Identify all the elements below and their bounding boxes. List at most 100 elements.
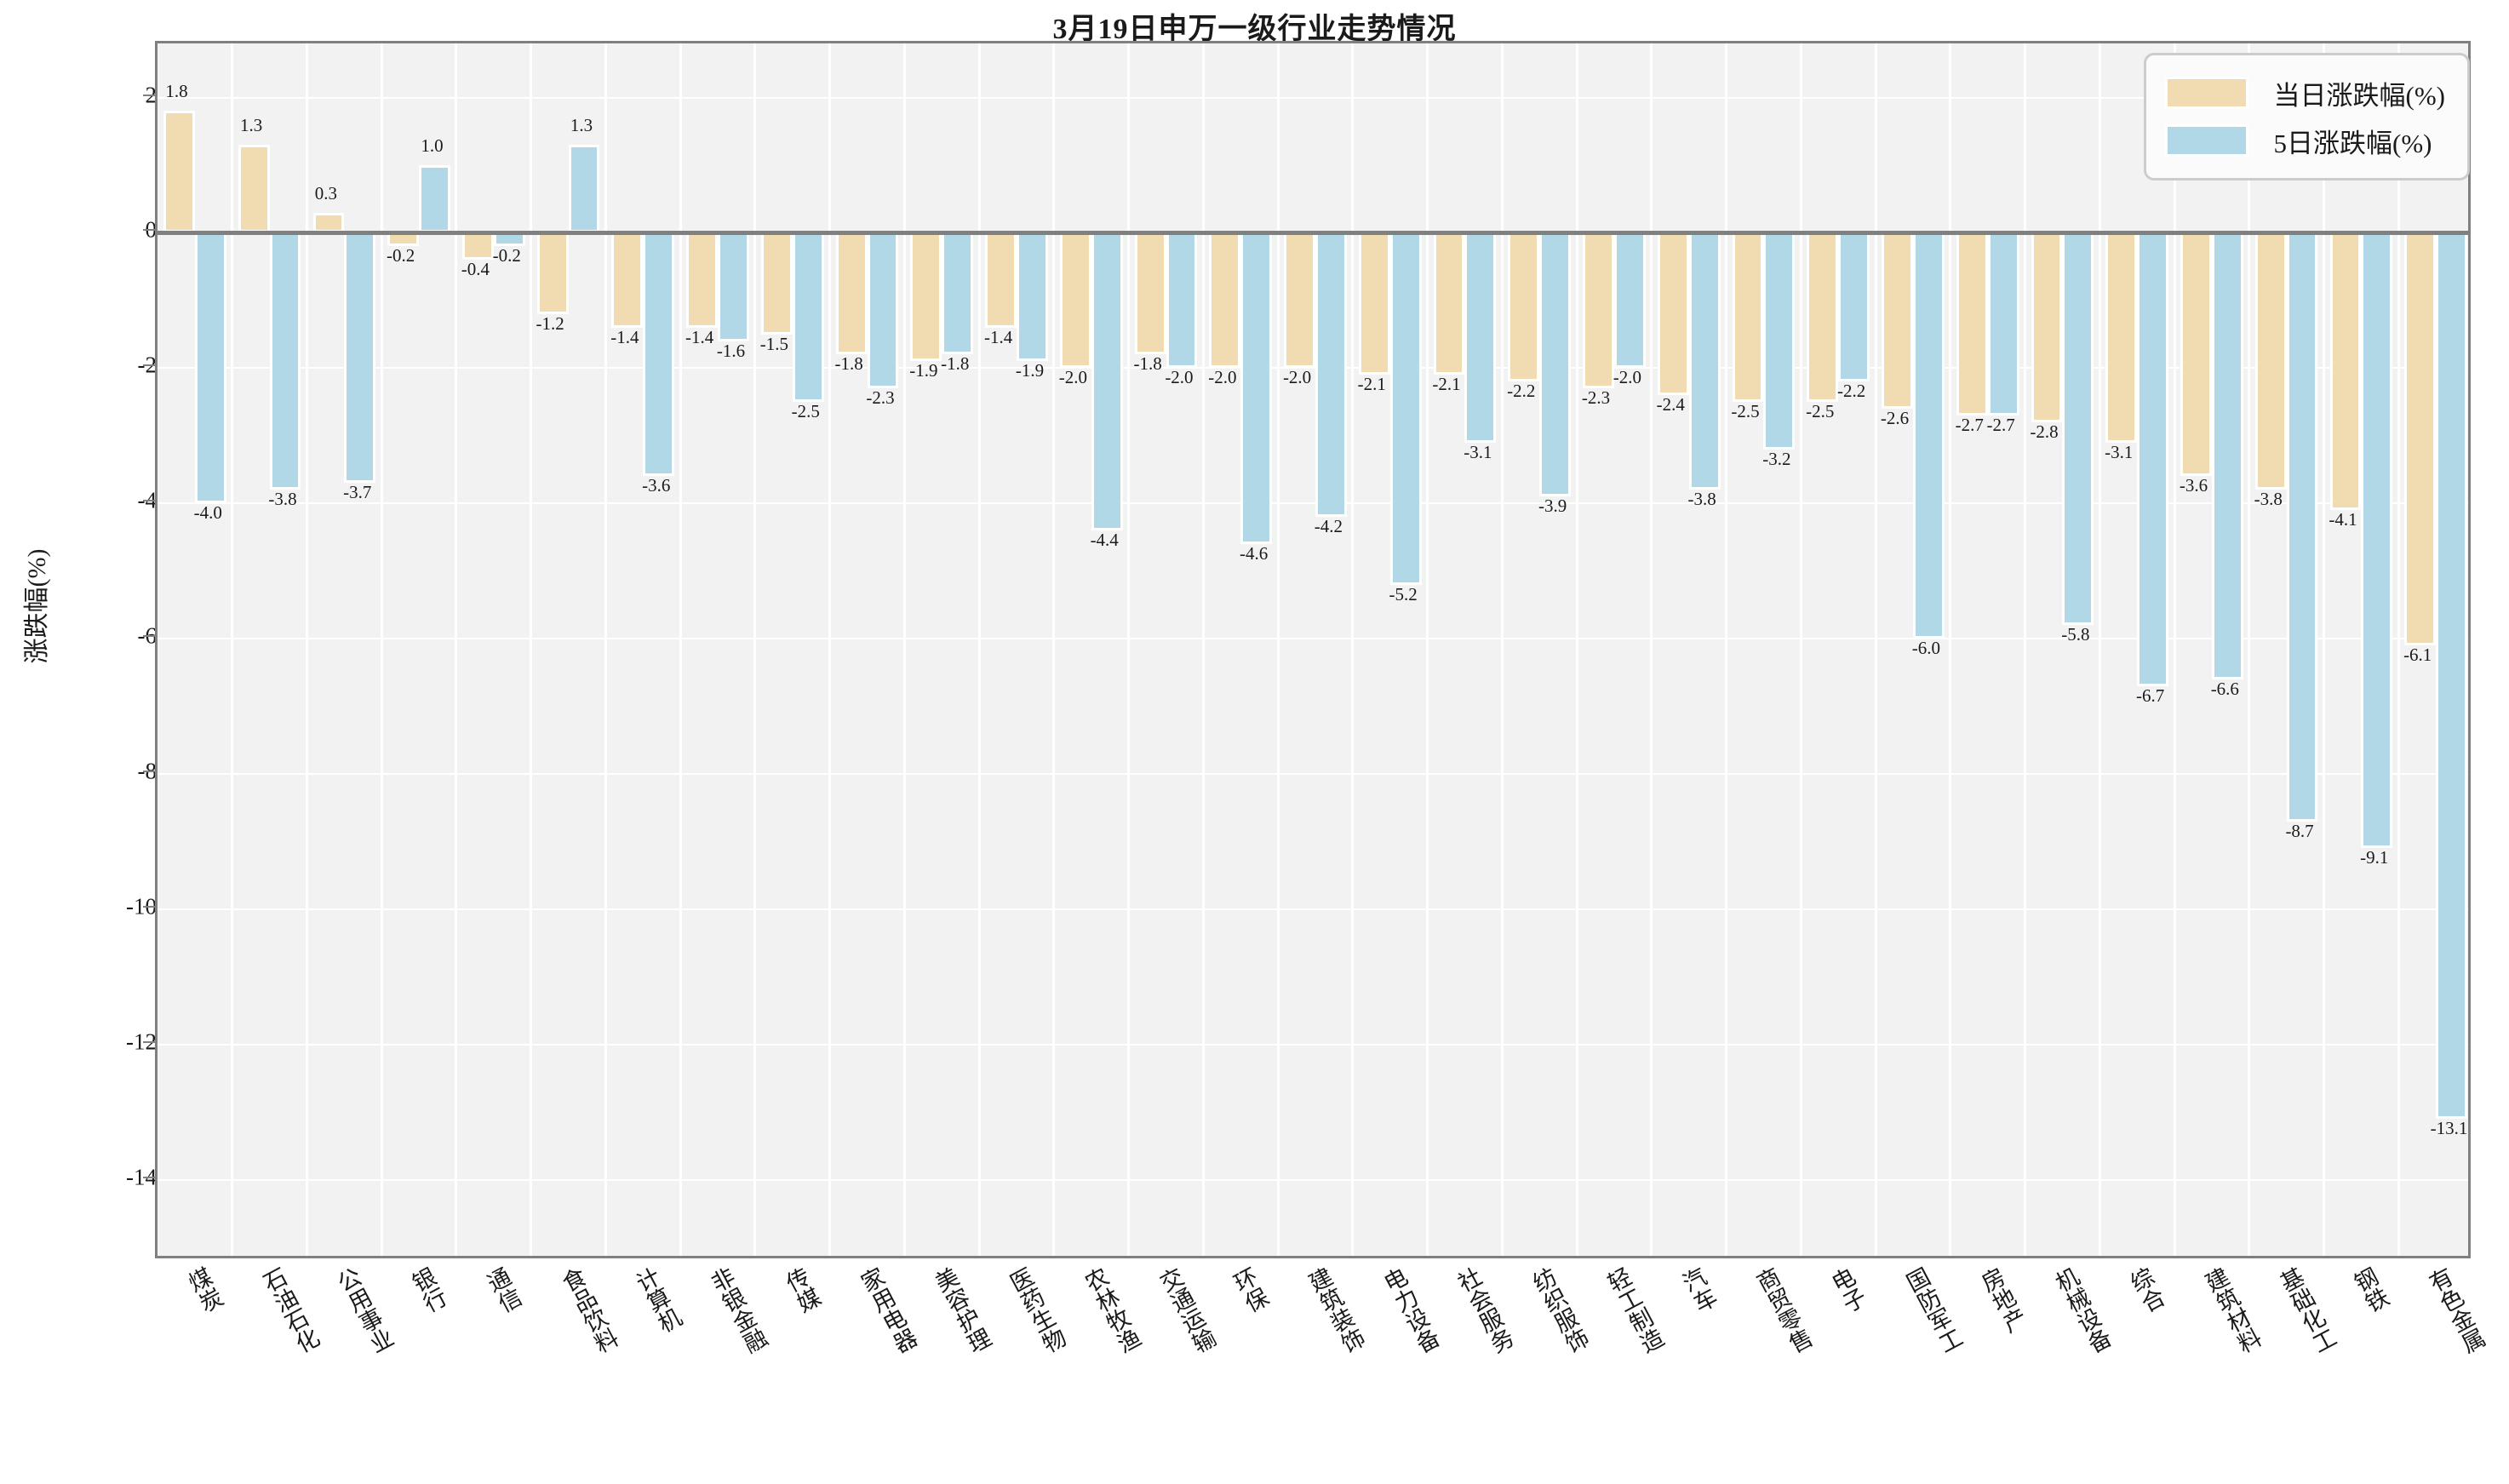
bar-daily[interactable] xyxy=(1882,232,1913,409)
bar-five-day[interactable] xyxy=(643,232,675,477)
bar-five-day[interactable] xyxy=(1688,232,1721,490)
bar-five-day[interactable] xyxy=(2137,232,2168,686)
bar-five-day[interactable] xyxy=(1240,232,1273,544)
bar-five-day[interactable] xyxy=(1091,232,1123,530)
bar-five-day[interactable] xyxy=(1912,232,1945,639)
x-tick-label: 食品饮料 xyxy=(554,1263,622,1358)
y-tick-label: -14 xyxy=(126,1164,157,1190)
gridline-vertical xyxy=(231,43,234,1256)
bar-daily[interactable] xyxy=(1209,232,1241,369)
bar-value-label: -3.9 xyxy=(1538,496,1567,517)
bar-daily[interactable] xyxy=(910,232,942,362)
x-tick-label: 基础化工 xyxy=(2272,1263,2340,1358)
bar-daily[interactable] xyxy=(1284,232,1315,369)
bar-value-label: -0.2 xyxy=(492,245,521,266)
bar-value-label: -6.6 xyxy=(2210,678,2239,699)
gridline-vertical xyxy=(902,43,906,1256)
bar-daily[interactable] xyxy=(2105,232,2138,443)
bar-value-label: -3.6 xyxy=(2179,475,2208,496)
bar-daily[interactable] xyxy=(163,111,195,233)
bar-five-day[interactable] xyxy=(2286,232,2318,822)
bar-five-day[interactable] xyxy=(419,165,450,233)
bar-value-label: 0.3 xyxy=(314,182,338,203)
bar-five-day[interactable] xyxy=(1539,232,1572,497)
bar-daily[interactable] xyxy=(312,212,345,233)
y-tick-mark xyxy=(143,364,155,367)
bar-five-day[interactable] xyxy=(1763,232,1796,450)
bar-five-day[interactable] xyxy=(194,232,226,504)
y-tick-mark xyxy=(143,635,155,638)
bar-daily[interactable] xyxy=(2404,232,2437,646)
bar-daily[interactable] xyxy=(985,232,1017,328)
bar-daily[interactable] xyxy=(1059,232,1091,369)
bar-daily[interactable] xyxy=(1433,232,1465,375)
bar-daily[interactable] xyxy=(686,232,719,328)
bar-daily[interactable] xyxy=(1358,232,1390,375)
bar-daily[interactable] xyxy=(1508,232,1540,382)
legend-label-daily: 当日涨跌幅(%) xyxy=(2273,80,2445,111)
bar-five-day[interactable] xyxy=(718,232,749,341)
bar-five-day[interactable] xyxy=(1389,232,1422,585)
bar-five-day[interactable] xyxy=(568,145,600,233)
bar-five-day[interactable] xyxy=(867,232,899,389)
bar-daily[interactable] xyxy=(1134,232,1166,355)
bar-five-day[interactable] xyxy=(1613,232,1646,369)
bar-value-label: -2.2 xyxy=(1836,381,1866,402)
gridline-horizontal xyxy=(158,773,2468,775)
bar-five-day[interactable] xyxy=(2062,232,2094,626)
x-tick-label: 国防军工 xyxy=(1899,1263,1966,1358)
bar-daily[interactable] xyxy=(2180,232,2212,477)
bar-daily[interactable] xyxy=(1732,232,1764,403)
gridline-vertical xyxy=(1127,43,1131,1256)
bar-five-day[interactable] xyxy=(1838,232,1870,382)
bar-daily[interactable] xyxy=(2254,232,2287,490)
gridline-horizontal xyxy=(158,638,2468,640)
x-tick-label: 煤炭 xyxy=(181,1263,226,1317)
gridline-vertical xyxy=(679,43,682,1256)
bar-five-day[interactable] xyxy=(2436,232,2467,1120)
x-tick-label: 电子 xyxy=(1824,1263,1870,1317)
bar-five-day[interactable] xyxy=(1166,232,1198,369)
y-tick-mark xyxy=(143,229,155,232)
y-tick-mark xyxy=(143,1040,155,1043)
bar-daily[interactable] xyxy=(611,232,644,328)
bar-value-label: -2.3 xyxy=(866,387,895,409)
bar-five-day[interactable] xyxy=(1987,232,2019,415)
bar-five-day[interactable] xyxy=(1017,232,1048,362)
bar-daily[interactable] xyxy=(2031,232,2063,422)
bar-five-day[interactable] xyxy=(269,232,301,490)
bar-daily[interactable] xyxy=(536,232,569,314)
bar-five-day[interactable] xyxy=(1464,232,1497,443)
bar-daily[interactable] xyxy=(2329,232,2362,511)
bar-daily[interactable] xyxy=(1807,232,1839,403)
gridline-vertical xyxy=(977,43,981,1256)
bar-value-label: -6.0 xyxy=(1911,638,1940,659)
legend-swatch-daily xyxy=(2164,77,2248,109)
legend-item-five-day[interactable]: 5日涨跌幅(%) xyxy=(2164,117,2445,164)
bar-value-label: -1.4 xyxy=(610,326,639,347)
y-tick-label: 2 xyxy=(145,82,158,108)
bar-five-day[interactable] xyxy=(344,232,376,484)
legend-item-daily[interactable]: 当日涨跌幅(%) xyxy=(2164,69,2445,117)
x-tick-label: 轻工制造 xyxy=(1601,1263,1667,1358)
y-tick-mark xyxy=(143,771,155,772)
bar-daily[interactable] xyxy=(1956,232,1988,415)
bar-five-day[interactable] xyxy=(1315,232,1347,518)
y-tick-mark xyxy=(143,905,155,908)
y-tick-mark xyxy=(143,94,155,96)
bar-five-day[interactable] xyxy=(2361,232,2393,849)
x-tick-label: 非银金融 xyxy=(704,1263,770,1358)
gridline-vertical xyxy=(1500,43,1504,1256)
bar-five-day[interactable] xyxy=(792,232,824,403)
bar-daily[interactable] xyxy=(760,232,793,335)
bar-daily[interactable] xyxy=(1657,232,1689,396)
gridline-vertical xyxy=(2173,43,2176,1256)
gridline-vertical xyxy=(1575,43,1578,1256)
bar-five-day[interactable] xyxy=(942,232,974,355)
bar-daily[interactable] xyxy=(835,232,868,355)
bar-daily[interactable] xyxy=(238,145,270,233)
chart-legend[interactable]: 当日涨跌幅(%) 5日涨跌幅(%) xyxy=(2143,53,2470,180)
bar-five-day[interactable] xyxy=(2211,232,2243,679)
bar-daily[interactable] xyxy=(1583,232,1614,389)
bar-value-label: -2.0 xyxy=(1613,367,1641,388)
